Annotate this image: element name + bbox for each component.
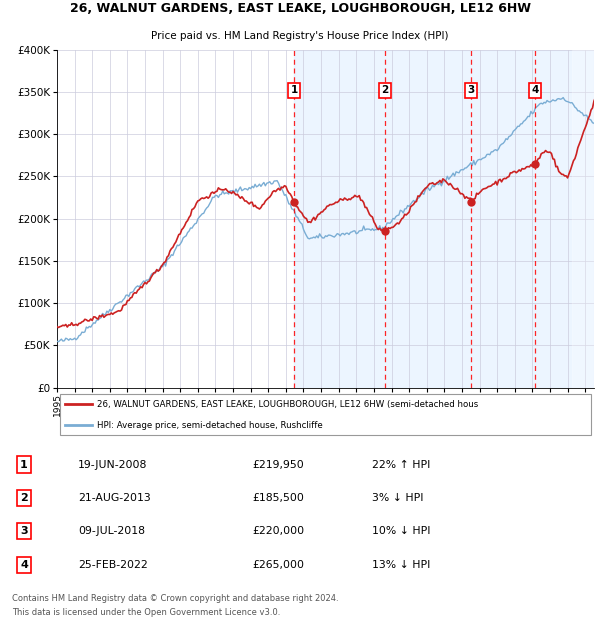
Text: 3: 3	[20, 526, 28, 536]
Text: 4: 4	[20, 560, 28, 570]
Text: £265,000: £265,000	[252, 560, 304, 570]
Text: 1: 1	[290, 85, 298, 95]
Text: 25-FEB-2022: 25-FEB-2022	[78, 560, 148, 570]
Text: This data is licensed under the Open Government Licence v3.0.: This data is licensed under the Open Gov…	[12, 608, 280, 617]
Bar	[572, 50, 594, 388]
Text: 22% ↑ HPI: 22% ↑ HPI	[372, 459, 430, 469]
Text: 09-JUL-2018: 09-JUL-2018	[78, 526, 145, 536]
Text: 2: 2	[382, 85, 389, 95]
Text: 1: 1	[20, 459, 28, 469]
Text: 19-JUN-2008: 19-JUN-2008	[78, 459, 148, 469]
Text: HPI: Average price, semi-detached house, Rushcliffe: HPI: Average price, semi-detached house,…	[97, 421, 323, 430]
Bar	[294, 50, 594, 388]
Text: 21-AUG-2013: 21-AUG-2013	[78, 493, 151, 503]
Text: 26, WALNUT GARDENS, EAST LEAKE, LOUGHBOROUGH, LE12 6HW (semi-detached hous: 26, WALNUT GARDENS, EAST LEAKE, LOUGHBOR…	[97, 399, 479, 409]
Text: £220,000: £220,000	[252, 526, 304, 536]
FancyBboxPatch shape	[59, 394, 592, 435]
Text: £185,500: £185,500	[252, 493, 304, 503]
Text: 26, WALNUT GARDENS, EAST LEAKE, LOUGHBOROUGH, LE12 6HW: 26, WALNUT GARDENS, EAST LEAKE, LOUGHBOR…	[70, 2, 530, 15]
Bar	[572, 50, 594, 388]
Text: £219,950: £219,950	[252, 459, 304, 469]
Text: 10% ↓ HPI: 10% ↓ HPI	[372, 526, 431, 536]
Text: 2: 2	[20, 493, 28, 503]
Text: Contains HM Land Registry data © Crown copyright and database right 2024.: Contains HM Land Registry data © Crown c…	[12, 594, 338, 603]
Text: 13% ↓ HPI: 13% ↓ HPI	[372, 560, 430, 570]
Text: 3% ↓ HPI: 3% ↓ HPI	[372, 493, 424, 503]
Text: Price paid vs. HM Land Registry's House Price Index (HPI): Price paid vs. HM Land Registry's House …	[151, 31, 449, 42]
Text: 4: 4	[532, 85, 539, 95]
Text: 3: 3	[467, 85, 475, 95]
